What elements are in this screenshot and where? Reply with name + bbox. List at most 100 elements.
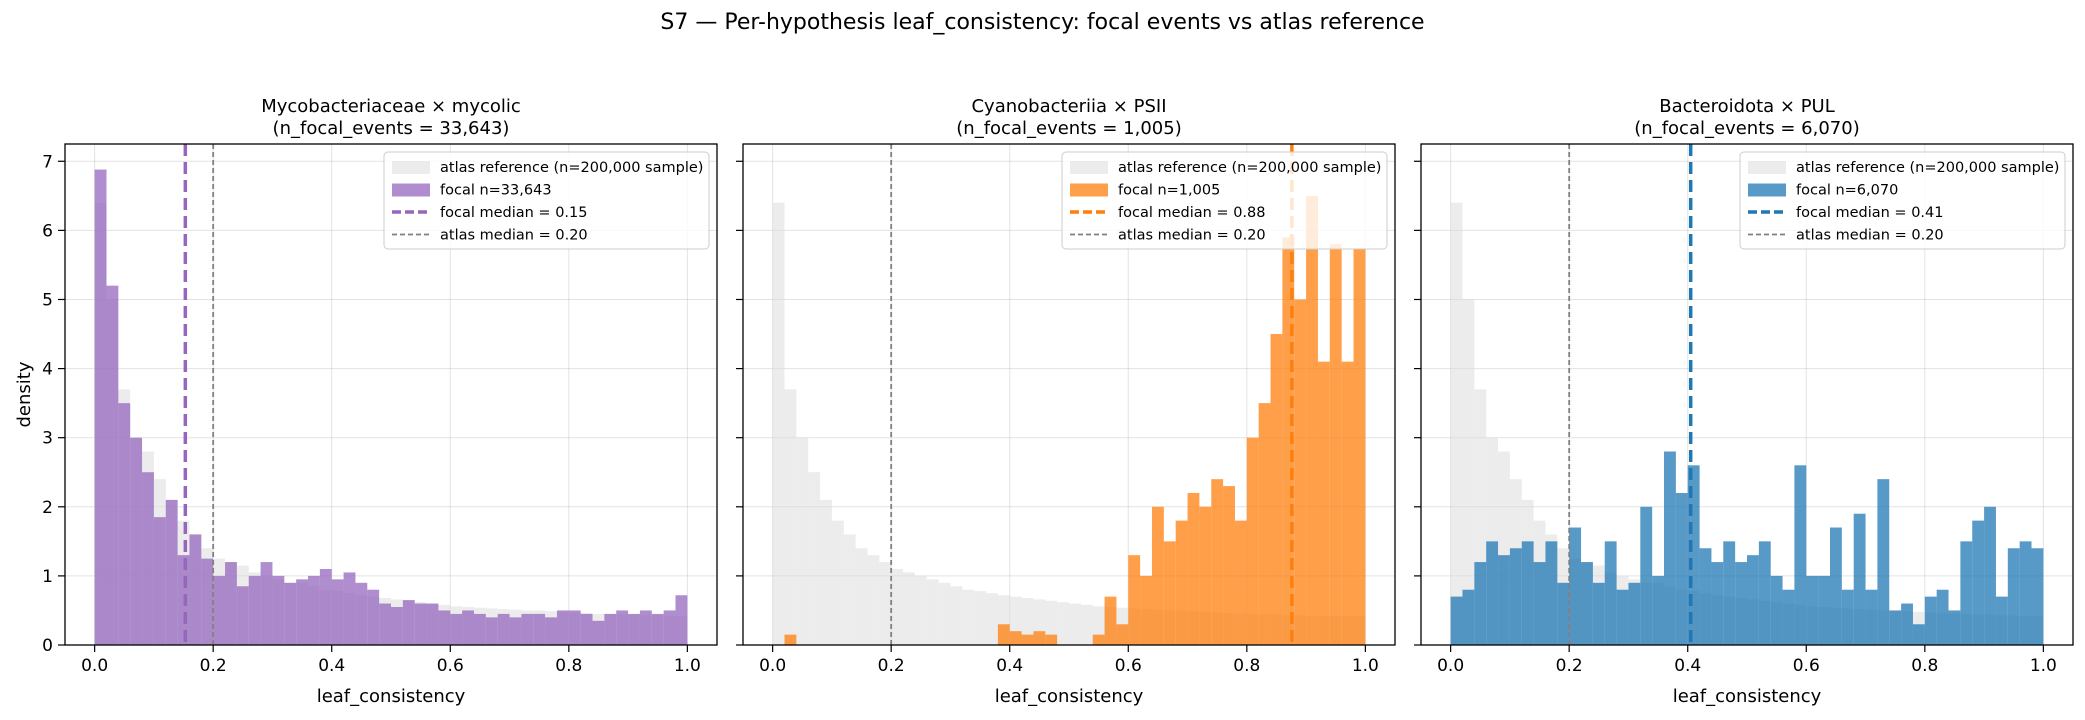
- focal-bar: [1936, 589, 1949, 645]
- atlas-bar: [808, 472, 821, 645]
- focal-bar: [1592, 582, 1605, 645]
- focal-bar: [1104, 596, 1117, 645]
- legend-atlas-median-entry-label: atlas median = 0.20: [440, 228, 588, 244]
- atlas-bar: [1474, 389, 1487, 645]
- focal-bar: [1163, 541, 1176, 645]
- focal-bar: [402, 600, 415, 645]
- atlas-bar: [903, 572, 915, 645]
- focal-bar: [1450, 596, 1463, 645]
- focal-bar: [319, 568, 332, 645]
- focal-bar: [784, 634, 797, 645]
- focal-bar: [106, 285, 119, 645]
- focal-bar: [663, 610, 676, 645]
- focal-bar: [651, 613, 664, 645]
- atlas-bar: [938, 582, 951, 645]
- y-tick-label: 2: [42, 498, 53, 518]
- focal-bar: [1794, 465, 1807, 645]
- focal-bar: [1521, 541, 1534, 645]
- focal-bar: [213, 575, 226, 645]
- legend-focal-median-entry-label: focal median = 0.15: [440, 205, 587, 221]
- focal-bar: [1211, 479, 1224, 645]
- focal-bar: [485, 617, 498, 645]
- focal-bar: [1901, 603, 1913, 645]
- focal-bar: [1498, 555, 1510, 645]
- focal-bar: [1151, 506, 1164, 645]
- focal-bar: [1021, 634, 1034, 645]
- atlas-bars: [772, 202, 1366, 645]
- legend-atlas-median-entry-label: atlas median = 0.20: [1796, 228, 1944, 244]
- y-tick-label: 0: [42, 636, 53, 656]
- focal-bar: [1948, 610, 1961, 645]
- focal-bar: [284, 582, 297, 645]
- focal-bar: [2019, 541, 2032, 645]
- focal-bar: [1533, 562, 1546, 645]
- panel-title-line1: Bacteroidota × PUL: [1659, 96, 1835, 117]
- focal-bar: [1640, 506, 1653, 645]
- focal-bar: [414, 603, 427, 645]
- atlas-bar: [1057, 602, 1069, 645]
- focal-bar: [1972, 520, 1985, 645]
- x-tick-label: 0.2: [200, 656, 227, 676]
- atlas-bar: [796, 437, 809, 645]
- focal-bar: [1462, 589, 1475, 645]
- panel-title-line2: (n_focal_events = 6,070): [1634, 118, 1859, 139]
- atlas-bar: [974, 591, 987, 645]
- legend-atlas-entry-label: atlas reference (n=200,000 sample): [440, 160, 703, 176]
- atlas-bar: [891, 568, 904, 645]
- legend-focal-entry-swatch: [392, 183, 430, 197]
- focal-bar: [1877, 479, 1890, 645]
- x-tick-label: 0.4: [996, 656, 1023, 676]
- focal-bar: [2007, 548, 2020, 645]
- focal-bar: [165, 499, 178, 645]
- focal-bar: [1294, 299, 1307, 645]
- legend-focal-median-entry-label: focal median = 0.88: [1118, 205, 1265, 221]
- focal-bar: [592, 620, 605, 645]
- focal-bar: [1234, 520, 1247, 645]
- focal-bar: [1140, 575, 1152, 645]
- focal-bar: [1116, 624, 1129, 645]
- legend-atlas-entry-swatch: [1748, 161, 1786, 174]
- atlas-bar: [1009, 596, 1022, 645]
- focal-bar: [438, 610, 451, 645]
- legend-atlas-entry-swatch: [392, 161, 430, 174]
- panel-title-line2: (n_focal_events = 1,005): [956, 118, 1181, 139]
- atlas-bar: [1080, 604, 1093, 645]
- focal-bar: [272, 575, 285, 645]
- atlas-bar: [784, 389, 797, 645]
- focal-bar: [391, 606, 403, 645]
- focal-bar: [450, 613, 463, 645]
- focal-bar: [533, 613, 546, 645]
- x-tick-label: 1.0: [1352, 656, 1379, 676]
- focal-bar: [568, 610, 581, 645]
- focal-bar: [426, 603, 439, 645]
- focal-bars: [94, 169, 688, 645]
- focal-bar: [1246, 437, 1259, 645]
- x-tick-label: 0.2: [1556, 656, 1583, 676]
- focal-bar: [1282, 237, 1295, 645]
- legend-focal-entry-label: focal n=33,643: [440, 183, 552, 199]
- focal-bar: [545, 617, 557, 645]
- focal-bar: [1545, 541, 1558, 645]
- x-tick-label: 0.2: [878, 656, 905, 676]
- focal-bar: [1317, 361, 1330, 645]
- focal-bar: [1604, 541, 1617, 645]
- axes-frame: [742, 143, 1396, 646]
- atlas-bar: [1092, 606, 1105, 645]
- focal-bar: [1818, 575, 1830, 645]
- legend-focal-median-entry-label: focal median = 0.41: [1796, 205, 1943, 221]
- legend-focal-entry-label: focal n=1,005: [1118, 183, 1220, 199]
- legend-atlas-entry-label: atlas reference (n=200,000 sample): [1118, 160, 1381, 176]
- focal-bar: [604, 613, 617, 645]
- figure-suptitle: S7 — Per-hypothesis leaf_consistency: fo…: [660, 10, 1425, 35]
- focal-bar: [497, 613, 510, 645]
- y-tick-label: 3: [42, 429, 53, 449]
- focal-bar: [331, 579, 344, 645]
- focal-bar: [367, 589, 380, 645]
- panel-title-line1: Mycobacteriaceae × mycolic: [261, 96, 521, 117]
- x-tick-label: 0.8: [1911, 656, 1938, 676]
- focal-bar: [580, 613, 593, 645]
- focal-bar: [2031, 548, 2044, 645]
- legend-focal-entry-label: focal n=6,070: [1796, 183, 1898, 199]
- atlas-bar: [820, 499, 832, 645]
